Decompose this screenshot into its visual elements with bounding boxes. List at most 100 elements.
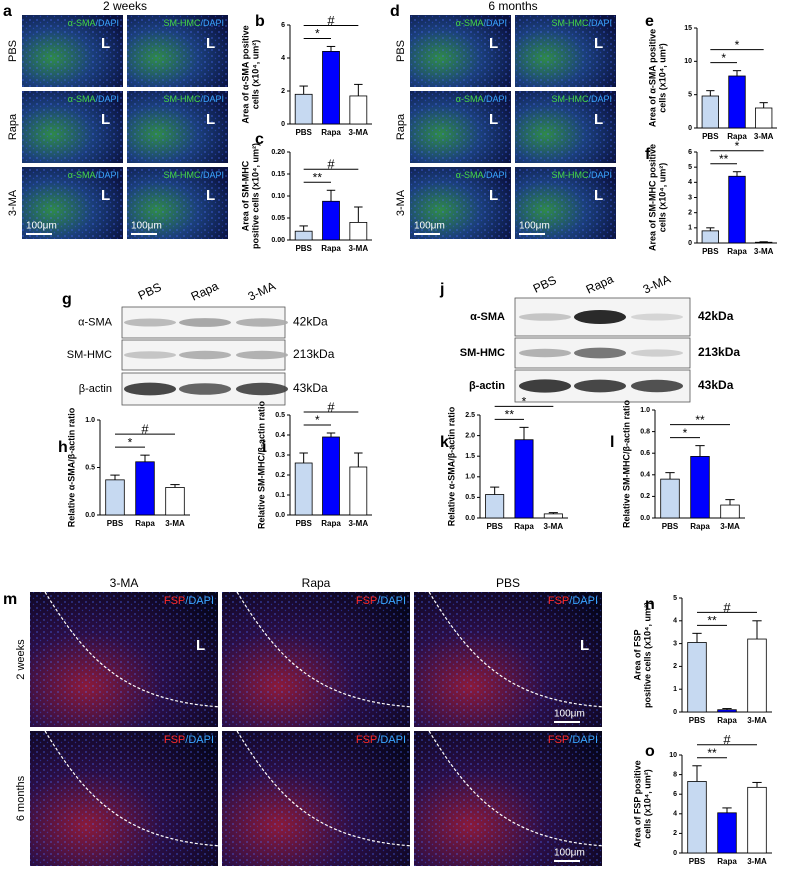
significance-mark: *: [735, 38, 740, 52]
y-axis-label: positive cells (x10⁴, um²): [250, 143, 260, 249]
x-tick-label: 3-MA: [544, 522, 564, 531]
significance-mark: *: [721, 51, 726, 65]
panel-letter: b: [255, 13, 265, 30]
lumen-label: L: [206, 187, 215, 204]
bar: [105, 479, 125, 516]
y-tick-label: 0: [673, 850, 677, 857]
micrograph-nuclei: [22, 91, 123, 163]
stain-name: SM-HMC: [163, 18, 200, 28]
panel-letter: n: [645, 596, 655, 613]
x-tick-label: Rapa: [321, 519, 341, 528]
protein-label: SM-HMC: [67, 349, 112, 361]
scale-label: 100μm: [554, 848, 585, 859]
counterstain-name: /DAPI: [200, 94, 224, 104]
y-tick-label: 5: [688, 92, 692, 99]
bar: [755, 107, 773, 129]
y-axis-label: Relative SM-MHC/β-actin ratio: [621, 399, 631, 528]
stain-name: SM-HMC: [551, 18, 588, 28]
y-axis-label: cells (x10⁴, um²): [657, 43, 667, 112]
x-tick-label: PBS: [702, 247, 719, 256]
y-axis-label: Relative α-SMA/β-actin ratio: [66, 407, 76, 527]
y-tick-label: 0.5: [85, 464, 95, 471]
bar: [322, 200, 340, 241]
y-tick-label: 0.05: [271, 215, 285, 222]
row-label: Rapa: [7, 113, 19, 140]
stain-label: FSP/DAPI: [164, 595, 214, 607]
blot-band: [631, 313, 683, 321]
column-label: Rapa: [302, 576, 331, 590]
x-tick-label: PBS: [689, 716, 706, 725]
stain-label: FSP/DAPI: [356, 734, 406, 746]
row-label: PBS: [395, 40, 407, 62]
y-tick-label: 0.15: [271, 171, 285, 178]
size-label: 42kDa: [698, 309, 734, 323]
x-tick-label: Rapa: [717, 716, 737, 725]
y-tick-label: 0.3: [275, 452, 285, 459]
x-tick-label: PBS: [662, 522, 679, 531]
stain-name: α-SMA: [68, 18, 96, 28]
y-tick-label: 4: [281, 55, 285, 62]
y-tick-label: 5: [688, 164, 692, 171]
y-tick-label: 0.0: [85, 512, 95, 519]
y-tick-label: 0.0: [640, 515, 650, 522]
bar: [717, 709, 737, 713]
protein-label: β-actin: [469, 380, 505, 392]
y-tick-label: 0.6: [640, 450, 650, 457]
stain-name: SM-HMC: [551, 170, 588, 180]
size-label: 43kDa: [698, 378, 734, 392]
stain-name: α-SMA: [456, 18, 484, 28]
bar: [755, 241, 773, 244]
bar: [747, 786, 767, 854]
y-tick-label: 0: [673, 709, 677, 716]
counterstain-name: /DAPI: [483, 18, 507, 28]
panel-letter: a: [3, 3, 12, 20]
x-tick-label: 3-MA: [349, 128, 369, 137]
panel-letter: o: [645, 743, 655, 760]
stain-label: SM-HMC/DAPI: [163, 170, 224, 180]
y-tick-label: 10: [669, 752, 677, 759]
row-label: Rapa: [395, 113, 407, 140]
x-tick-label: 3-MA: [747, 857, 767, 866]
counterstain-name: /DAPI: [483, 170, 507, 180]
vessel-outline: [428, 591, 603, 708]
stain-label: FSP/DAPI: [548, 734, 598, 746]
vessel-outline: [44, 591, 219, 708]
y-tick-label: 0.5: [275, 412, 285, 419]
lumen-label: L: [489, 35, 498, 52]
x-tick-label: 3-MA: [165, 519, 185, 528]
y-tick-label: 6: [673, 791, 677, 798]
blot-band: [236, 318, 288, 327]
stain-label: α-SMA/DAPI: [456, 170, 507, 180]
x-tick-label: Rapa: [135, 519, 155, 528]
y-tick-label: 2: [673, 830, 677, 837]
y-tick-label: 2: [673, 663, 677, 670]
bar: [747, 638, 767, 713]
bar: [720, 504, 740, 519]
micrograph-nuclei: [127, 167, 228, 239]
counterstain-name: /DAPI: [185, 734, 214, 746]
stain-name: FSP: [356, 595, 377, 607]
bar: [485, 494, 505, 519]
counterstain-name: /DAPI: [377, 734, 406, 746]
y-tick-label: 0.4: [275, 432, 285, 439]
y-tick-label: 4: [688, 179, 692, 186]
blot-band: [236, 382, 288, 396]
bar: [349, 466, 368, 516]
lumen-label: L: [594, 187, 603, 204]
panel-letter: f: [645, 146, 651, 163]
stain-name: SM-HMC: [163, 94, 200, 104]
significance-mark: #: [327, 13, 335, 28]
lumen-label: L: [101, 111, 110, 128]
significance-mark: #: [723, 600, 731, 615]
significance-mark: #: [327, 399, 335, 414]
micrograph-nuclei: [414, 731, 602, 866]
scale-label: 100μm: [554, 709, 585, 720]
y-tick-label: 0.10: [271, 193, 285, 200]
blot-band: [179, 350, 231, 360]
y-tick-label: 2.0: [465, 432, 475, 439]
stain-name: SM-HMC: [163, 170, 200, 180]
lane-label: PBS: [136, 280, 164, 303]
significance-mark: *: [735, 139, 740, 153]
counterstain-name: /DAPI: [95, 170, 119, 180]
significance-mark: **: [707, 614, 717, 628]
